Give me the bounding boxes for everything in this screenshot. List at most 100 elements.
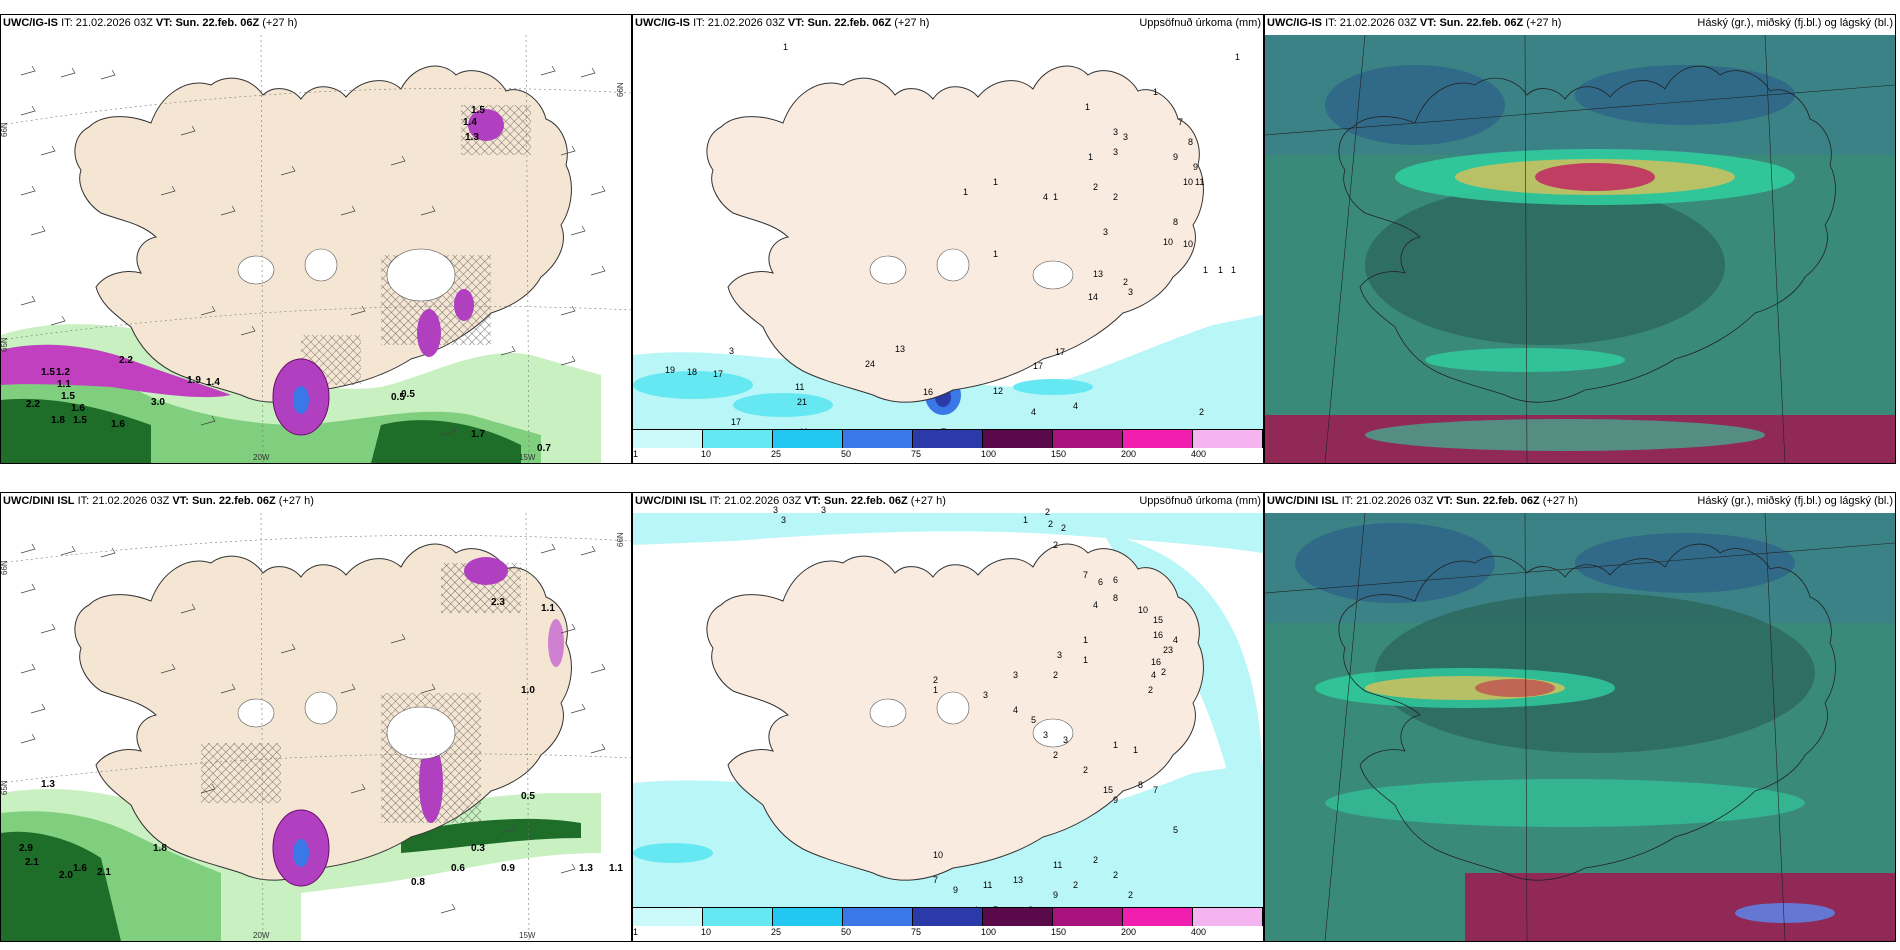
lead-time: (+27 h) — [262, 17, 298, 29]
it-value: 21.02.2026 03Z — [1356, 495, 1434, 507]
lat-label-66-right: 66N — [616, 532, 625, 547]
precip-value-label: 3 — [821, 505, 826, 515]
precip-value-label: 1 — [1053, 192, 1058, 202]
wind-value-label: 1.6 — [111, 419, 125, 430]
precip-value-label: 17 — [713, 369, 723, 379]
precip-value-label: 1 — [1153, 87, 1158, 97]
wind-value-label: 2.1 — [25, 857, 39, 868]
panel-5-title: Uppsöfnuð úrkoma (mm) — [1139, 495, 1261, 507]
precip-value-label: 9 — [1173, 152, 1178, 162]
precip-value-label: 5 — [1031, 715, 1036, 725]
precip-value-label: 2 — [1053, 670, 1058, 680]
panel-4-map-svg: 66N 66N 65N 20W 15W 1.3 2.9 2.1 2.01.6 2.1 1.… — [1, 512, 631, 941]
precip-value-label: 6 — [1098, 577, 1103, 587]
precip-value-label: 2 — [1073, 880, 1078, 890]
panel-5-precip-dini[interactable]: UWC/DINI ISL IT: 21.02.2026 03Z VT: Sun.… — [632, 492, 1264, 942]
precip-value-label: 1 — [1083, 655, 1088, 665]
precip-value-label: 7 — [1153, 785, 1158, 795]
precip-value-label: 16 — [923, 387, 933, 397]
precip-value-label: 3 — [1043, 730, 1048, 740]
panel-4-wind-precip-dini[interactable]: UWC/DINI ISL IT: 21.02.2026 03Z VT: Sun.… — [0, 492, 632, 942]
panel-2-precip-igis[interactable]: UWC/IG-IS IT: 21.02.2026 03Z VT: Sun. 22… — [632, 14, 1264, 464]
it-label: IT: — [693, 17, 705, 29]
precip-value-label: 12 — [993, 386, 1003, 396]
wind-value-label: 1.6 — [71, 403, 85, 414]
wind-value-label: 1.4 — [206, 377, 220, 388]
vt-value: Sun. 22.feb. 06Z — [191, 495, 276, 507]
model-name: UWC/DINI ISL — [635, 495, 707, 507]
it-value: 21.02.2026 03Z — [75, 17, 153, 29]
panel-6-clouds-dini[interactable]: UWC/DINI ISL IT: 21.02.2026 03Z VT: Sun.… — [1264, 492, 1896, 942]
precip-value-label: 5 — [1173, 825, 1178, 835]
precip-cell-se — [417, 309, 441, 357]
model-name: UWC/IG-IS — [1267, 17, 1322, 29]
precip-value-label: 1 — [1088, 152, 1093, 162]
precip-value-label: 16 — [1153, 630, 1163, 640]
precip-value-label: 11 — [1195, 177, 1204, 187]
wind-value-label: 1.7 — [471, 429, 485, 440]
precip-value-label: 3 — [1123, 132, 1128, 142]
precip-value-label: 2 — [1053, 540, 1058, 550]
precip-value-label: 2 — [1093, 182, 1098, 192]
vt-label: VT: — [787, 17, 805, 29]
wind-value-label: 1.0 — [521, 685, 535, 696]
wind-value-label: 0.8 — [411, 877, 425, 888]
vt-value: Sun. 22.feb. 06Z — [1439, 17, 1524, 29]
it-value: 21.02.2026 03Z — [707, 17, 785, 29]
vt-label: VT: — [1419, 17, 1437, 29]
precip-value-label: 11 — [1053, 860, 1062, 870]
precip-value-label: 6 — [1113, 575, 1118, 585]
wind-value-label: 1.5 — [61, 391, 75, 402]
precip-value-label: 21 — [797, 397, 807, 407]
precip-value-label: 3 — [1063, 735, 1068, 745]
precip-value-label: 4 — [1031, 407, 1036, 417]
vt-label: VT: — [172, 495, 189, 507]
vt-value: Sun. 22.feb. 06Z — [1455, 495, 1540, 507]
lead-time: (+27 h) — [1542, 495, 1578, 507]
it-value: 21.02.2026 03Z — [724, 495, 802, 507]
model-name: UWC/DINI ISL — [3, 495, 75, 507]
precip-value-label: 3 — [1128, 287, 1133, 297]
precip-value-label: 4 — [1073, 401, 1078, 411]
wind-value-label: 1.1 — [57, 379, 71, 390]
precip-value-label: 7 — [1178, 117, 1183, 127]
it-value: 21.02.2026 03Z — [1339, 17, 1417, 29]
precip-value-label: 18 — [687, 367, 697, 377]
precip-value-label: 3 — [1103, 227, 1108, 237]
it-label: IT: — [1341, 495, 1354, 507]
precip-value-label: 3 — [983, 690, 988, 700]
precip-value-label: 1 — [1235, 52, 1240, 62]
lon-label-15w: 15W — [519, 453, 536, 462]
precip-value-label: 9 — [1113, 795, 1118, 805]
panel-1-map-svg: 66N 66N 65N 20W 15W 2.21.5 1.21.1 1.9 1.42.… — [1, 34, 631, 463]
wind-value-label: 2.0 — [59, 870, 73, 881]
precip-value-label: 2 — [1048, 519, 1053, 529]
lat-label-65: 65N — [1, 780, 9, 795]
precip-value-label: 3 — [1113, 147, 1118, 157]
wind-value-label: 0.5 — [521, 791, 535, 802]
panel-2-title: Uppsöfnuð úrkoma (mm) — [1139, 17, 1261, 29]
wind-value-label: 1.5 — [73, 415, 87, 426]
wind-value-label: 2.2 — [26, 399, 40, 410]
precip-value-label: 3 — [1113, 127, 1118, 137]
precip-value-label: 9 — [1053, 890, 1058, 900]
panel-3-clouds-igis[interactable]: UWC/IG-IS IT: 21.02.2026 03Z VT: Sun. 22… — [1264, 14, 1896, 464]
precip-legend-top — [633, 429, 1263, 448]
precip-plume — [1, 344, 231, 398]
wind-value-label: 2.3 — [491, 597, 505, 608]
vt-label: VT: — [155, 17, 173, 29]
wind-value-label: 2.9 — [19, 843, 33, 854]
precip-value-label: 1 — [993, 177, 998, 187]
wind-barbs — [20, 65, 606, 436]
panel-1-map[interactable]: UWC/IG-IS IT: 21.02.2026 03Z VT: Sun. 22… — [0, 14, 632, 464]
lead-time: (+27 h) — [894, 17, 930, 29]
it-label: IT: — [1325, 17, 1337, 29]
precip-value-label: 8 — [1173, 217, 1178, 227]
precip-value-label: 2 — [1148, 685, 1153, 695]
wind-barbs — [20, 543, 606, 914]
wind-value-label: 1.5 — [471, 105, 485, 116]
lat-label-66: 66N — [1, 122, 9, 137]
precip-value-label: 2 — [1128, 890, 1133, 900]
precip-value-label: 7 — [933, 875, 938, 885]
it-label: IT: — [77, 495, 90, 507]
